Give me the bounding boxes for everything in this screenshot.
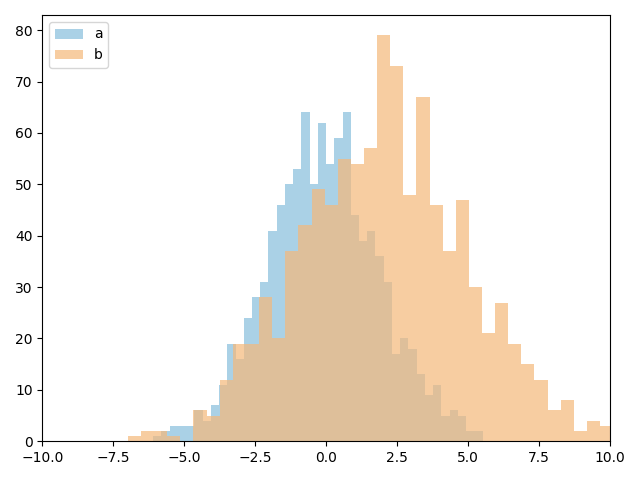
Bar xyxy=(417,374,425,441)
Bar xyxy=(377,36,390,441)
Bar xyxy=(285,184,293,441)
Bar xyxy=(310,184,318,441)
Bar xyxy=(433,385,442,441)
Bar xyxy=(408,349,417,441)
Bar xyxy=(178,426,186,441)
Bar xyxy=(442,416,449,441)
Bar xyxy=(429,205,443,441)
Bar xyxy=(233,344,246,441)
Bar xyxy=(298,226,312,441)
Bar xyxy=(384,282,392,441)
Bar xyxy=(227,344,236,441)
Bar xyxy=(390,66,403,441)
Bar xyxy=(326,164,334,441)
Bar xyxy=(260,282,268,441)
Bar xyxy=(367,230,376,441)
Bar xyxy=(128,436,141,441)
Bar xyxy=(508,344,522,441)
Bar xyxy=(324,205,338,441)
Bar xyxy=(466,431,474,441)
Bar xyxy=(561,400,574,441)
Bar xyxy=(495,302,508,441)
Bar xyxy=(301,112,310,441)
Bar xyxy=(276,205,285,441)
Bar xyxy=(193,410,207,441)
Bar xyxy=(161,431,170,441)
Bar xyxy=(219,385,227,441)
Bar xyxy=(600,426,613,441)
Bar xyxy=(534,380,548,441)
Bar xyxy=(469,287,482,441)
Bar xyxy=(342,112,351,441)
Bar xyxy=(272,338,285,441)
Bar xyxy=(220,380,233,441)
Bar xyxy=(167,436,180,441)
Bar xyxy=(443,251,456,441)
Bar xyxy=(548,410,561,441)
Bar xyxy=(574,431,587,441)
Bar xyxy=(293,169,301,441)
Bar xyxy=(338,158,351,441)
Bar xyxy=(203,421,211,441)
Bar xyxy=(244,318,252,441)
Bar xyxy=(268,230,276,441)
Bar xyxy=(285,251,298,441)
Bar xyxy=(482,333,495,441)
Bar xyxy=(376,256,384,441)
Bar xyxy=(351,164,364,441)
Bar xyxy=(359,241,367,441)
Bar xyxy=(318,123,326,441)
Bar xyxy=(236,359,244,441)
Bar xyxy=(153,436,161,441)
Legend: a, b: a, b xyxy=(49,22,108,68)
Bar xyxy=(334,138,342,441)
Bar xyxy=(170,426,178,441)
Bar xyxy=(154,431,167,441)
Bar xyxy=(587,421,600,441)
Bar xyxy=(474,431,483,441)
Bar xyxy=(425,395,433,441)
Bar xyxy=(351,215,359,441)
Bar xyxy=(207,416,220,441)
Bar xyxy=(456,200,469,441)
Bar xyxy=(522,364,534,441)
Bar xyxy=(252,298,260,441)
Bar xyxy=(403,194,417,441)
Bar xyxy=(400,338,408,441)
Bar xyxy=(141,431,154,441)
Bar xyxy=(259,298,272,441)
Bar xyxy=(458,416,466,441)
Bar xyxy=(364,148,377,441)
Bar xyxy=(246,344,259,441)
Bar xyxy=(392,354,400,441)
Bar xyxy=(195,410,203,441)
Bar xyxy=(417,97,429,441)
Bar xyxy=(211,405,219,441)
Bar xyxy=(312,190,324,441)
Bar xyxy=(449,410,458,441)
Bar xyxy=(186,426,195,441)
